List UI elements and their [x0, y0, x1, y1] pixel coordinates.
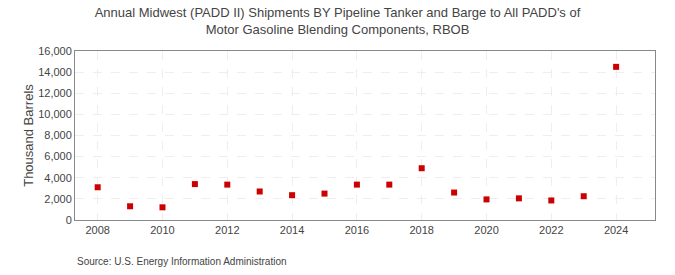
svg-text:0: 0 [66, 214, 72, 226]
svg-text:2010: 2010 [150, 224, 174, 236]
svg-text:10,000: 10,000 [38, 108, 72, 120]
svg-text:2022: 2022 [539, 224, 563, 236]
svg-text:2018: 2018 [409, 224, 433, 236]
svg-text:12,000: 12,000 [38, 87, 72, 99]
svg-text:2014: 2014 [280, 224, 304, 236]
svg-text:2,000: 2,000 [44, 193, 72, 205]
svg-text:2008: 2008 [85, 224, 109, 236]
svg-text:14,000: 14,000 [38, 66, 72, 78]
svg-text:6,000: 6,000 [44, 150, 72, 162]
svg-text:2020: 2020 [474, 224, 498, 236]
svg-text:2012: 2012 [215, 224, 239, 236]
svg-text:4,000: 4,000 [44, 172, 72, 184]
svg-text:Source: U.S. Energy Informatio: Source: U.S. Energy Information Administ… [77, 256, 287, 267]
svg-text:8,000: 8,000 [44, 129, 72, 141]
svg-text:2016: 2016 [345, 224, 369, 236]
svg-text:2024: 2024 [604, 224, 628, 236]
svg-text:Thousand Barrels: Thousand Barrels [21, 84, 36, 187]
svg-text:Annual Midwest (PADD II) Shipm: Annual Midwest (PADD II) Shipments BY Pi… [95, 5, 581, 37]
svg-text:16,000: 16,000 [38, 45, 72, 57]
